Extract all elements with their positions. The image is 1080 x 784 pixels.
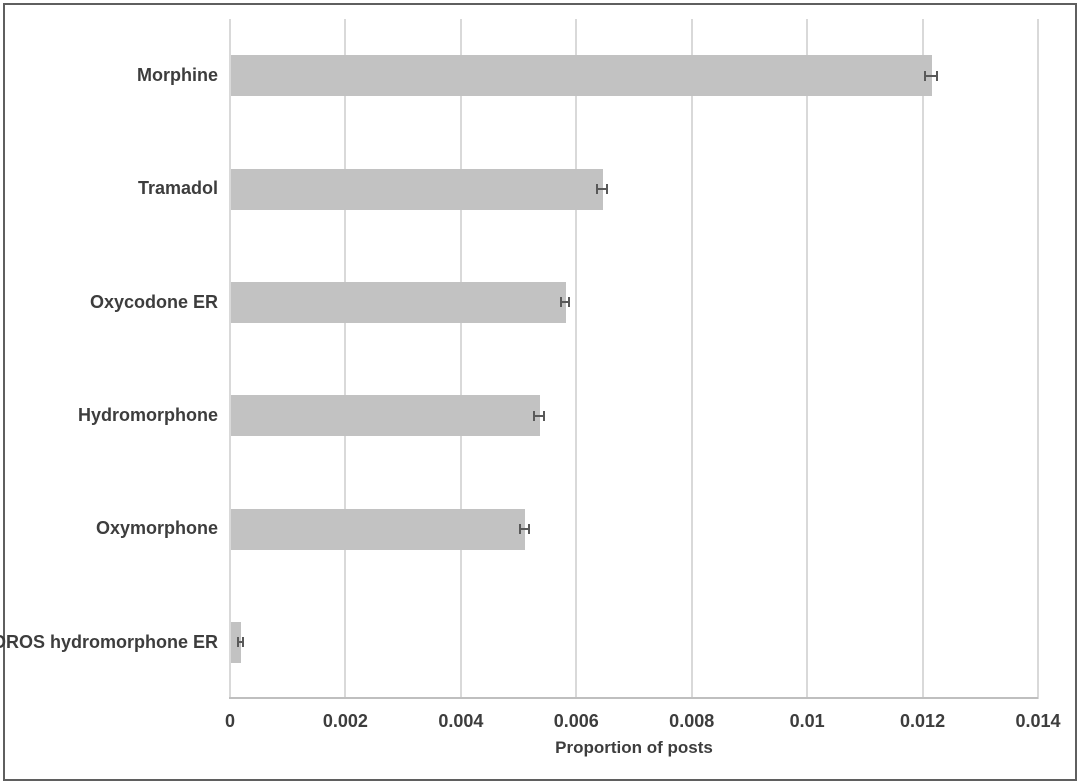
x-axis-tick-labels: 0 0.002 0.004 0.006 0.008 0.01 0.012 0.014 (225, 711, 1061, 735)
bar-morphine (231, 55, 933, 97)
error-line (559, 301, 570, 304)
gridline-0-014 (1037, 19, 1039, 699)
x-tick-0-014: 0.014 (1015, 711, 1061, 731)
error-line (236, 641, 244, 644)
category-label-oros-hydromorphone-er: OROS hydromorphone ER (0, 631, 218, 652)
gridline-0-006 (575, 19, 578, 699)
bar-oxymorphone (231, 508, 526, 550)
x-tick-0-012: 0.012 (900, 711, 946, 731)
category-label-hydromorphone: Hydromorphone (77, 405, 218, 426)
error-line (596, 188, 609, 190)
error-bar-oros-hydromorphone-er (236, 637, 244, 648)
bar-oros-hydromorphone-er (231, 621, 242, 663)
gridline-0-004 (459, 19, 462, 699)
bar-hydromorphone (231, 395, 540, 437)
category-label-tramadol: Tramadol (137, 178, 218, 199)
error-bar-morphine (924, 70, 939, 81)
y-axis-category-labels: Morphine Tramadol Oxycodone ER Hydromorphon… (0, 19, 218, 699)
x-tick-0-002: 0.002 (322, 711, 368, 731)
gridline-0 (229, 19, 231, 699)
x-tick-0-006: 0.006 (553, 711, 599, 731)
category-label-oxymorphone: Oxymorphone (95, 518, 218, 539)
error-bar-oxymorphone (519, 524, 530, 534)
error-bar-hydromorphone (533, 410, 545, 421)
gridline-0-01 (806, 19, 809, 699)
x-tick-0-008: 0.008 (669, 711, 715, 731)
bar-tramadol (231, 168, 604, 210)
bar-oxycodone-er (231, 281, 566, 323)
x-tick-0-004: 0.004 (438, 711, 484, 731)
category-label-oxycodone-er: Oxycodone ER (89, 291, 218, 312)
x-tick-0: 0 (224, 711, 236, 731)
error-line (519, 528, 530, 530)
x-tick-0-01: 0.01 (789, 711, 825, 731)
plot-area (229, 19, 1039, 699)
error-bar-tramadol (596, 184, 609, 194)
gridline-0-012 (921, 19, 924, 699)
category-label-morphine: Morphine (137, 65, 218, 86)
gridline-0-008 (690, 19, 693, 699)
gridline-0-002 (344, 19, 347, 699)
x-axis-title: Proportion of posts (555, 738, 713, 757)
x-axis-line (229, 697, 1038, 699)
error-bar-oxycodone-er (559, 297, 570, 308)
error-line (924, 74, 939, 77)
error-line (533, 414, 545, 417)
